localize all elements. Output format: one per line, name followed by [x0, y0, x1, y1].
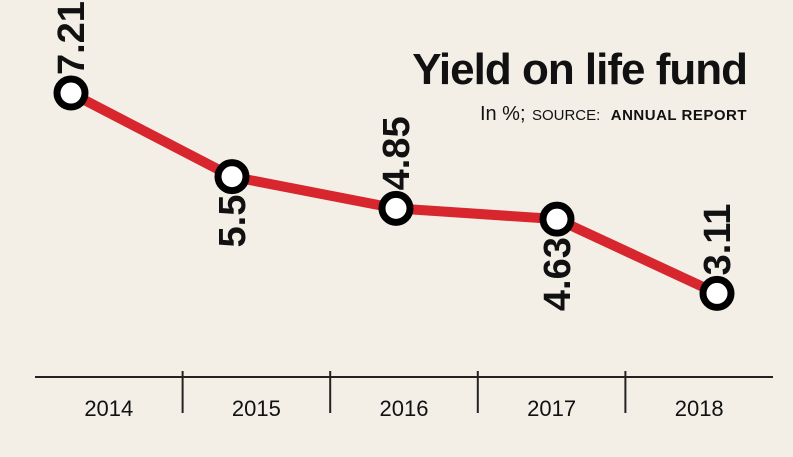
- subtitle-source: ANNUAL REPORT: [611, 107, 747, 124]
- data-point-2016: [378, 190, 414, 226]
- value-label-2018: 3.11: [697, 204, 739, 276]
- value-label-2015: 5.5: [212, 195, 254, 248]
- x-tick-label-2018: 2018: [675, 396, 724, 421]
- x-tick-label-2017: 2017: [527, 396, 576, 421]
- subtitle-unit: In %;: [480, 103, 526, 125]
- chart-title: Yield on life fund: [412, 45, 747, 94]
- chart-subtitle: In %; SOURCE: ANNUAL REPORT: [480, 103, 747, 125]
- data-point-2015: [214, 159, 250, 195]
- x-tick-label-2015: 2015: [232, 396, 281, 421]
- series-line: [53, 75, 735, 311]
- value-label-2014: 7.21: [51, 1, 93, 75]
- value-labels: 7.21 5.5 4.85 4.63 3.11: [51, 1, 739, 311]
- subtitle-source-label: SOURCE:: [532, 107, 600, 124]
- x-axis: 2014 2015 2016 2017 2018: [35, 371, 773, 421]
- data-point-2018: [699, 275, 735, 311]
- data-point-2017: [539, 201, 575, 237]
- x-tick-label-2014: 2014: [84, 396, 133, 421]
- data-point-2014: [53, 75, 89, 111]
- value-label-2017: 4.63: [537, 237, 579, 311]
- value-label-2016: 4.85: [376, 116, 418, 190]
- x-tick-label-2016: 2016: [380, 396, 429, 421]
